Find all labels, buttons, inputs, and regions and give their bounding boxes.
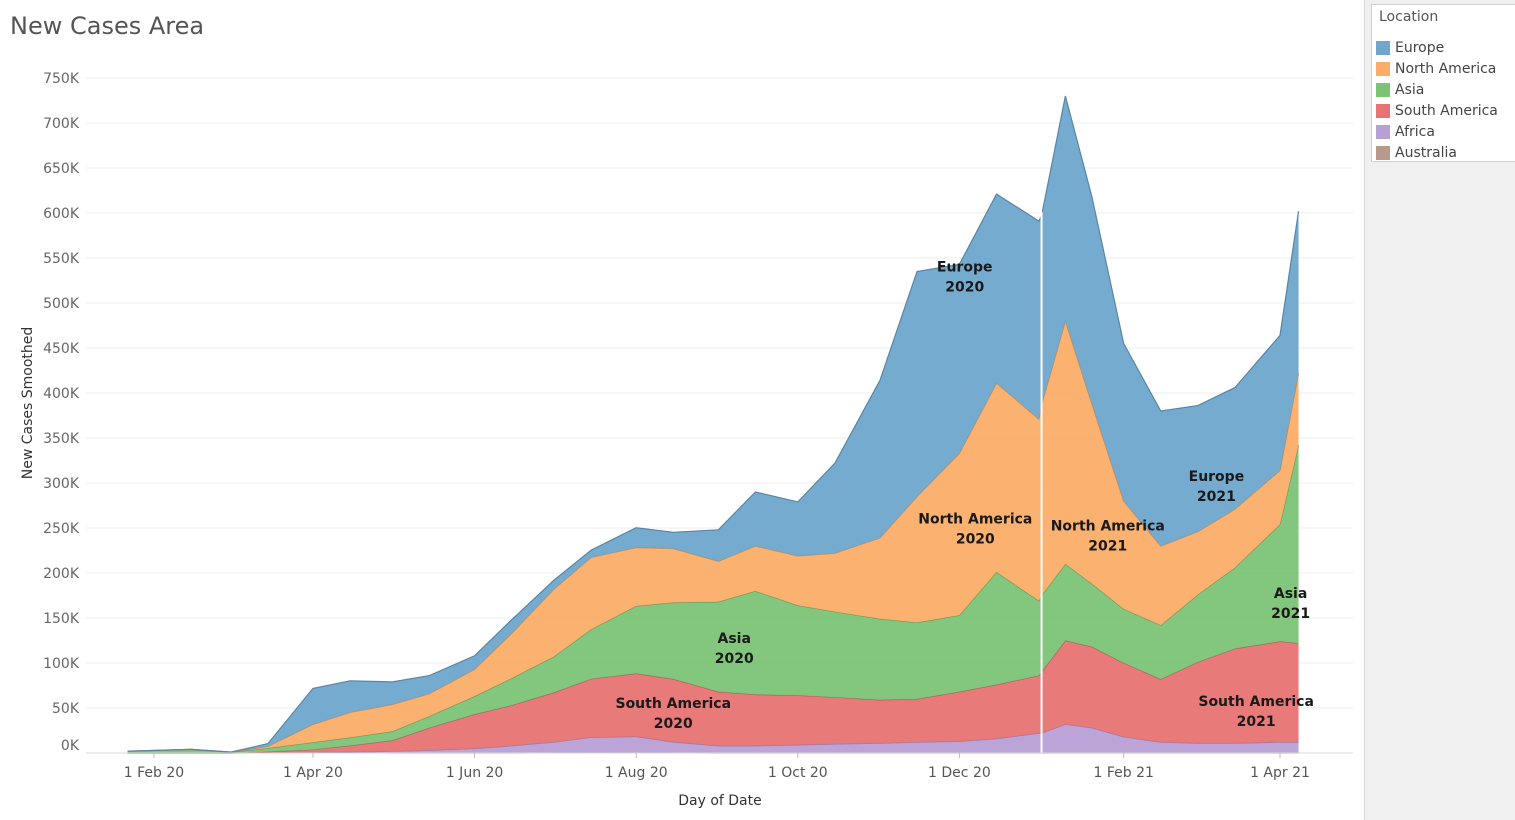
- y-tick-label: 100K: [43, 656, 80, 672]
- legend-swatch: [1376, 40, 1390, 55]
- y-tick-label: 0K: [61, 738, 80, 754]
- area-north-america: [127, 321, 1299, 753]
- legend-label: Australia: [1395, 144, 1457, 161]
- annotation-line: 2020: [715, 651, 754, 667]
- legend-swatch: [1376, 124, 1390, 139]
- y-tick-label: 50K: [52, 701, 80, 717]
- legend-item-south-america[interactable]: South America: [1376, 100, 1498, 121]
- annotation-line: Asia: [1274, 586, 1307, 602]
- x-tick-label: 1 Jun 20: [446, 765, 504, 781]
- area-annotation: Europe 2020: [937, 260, 993, 296]
- y-tick-label: 500K: [43, 296, 80, 312]
- x-axis-title: Day of Date: [678, 793, 762, 809]
- y-tick-label: 700K: [43, 116, 80, 132]
- annotation-line: Europe: [1189, 469, 1245, 485]
- legend-item-europe[interactable]: Europe: [1376, 37, 1498, 58]
- area-annotation: Asia 2021: [1271, 586, 1310, 622]
- annotation-line: Europe: [937, 260, 993, 276]
- legend-swatch: [1376, 103, 1390, 118]
- legend-item-australia[interactable]: Australia: [1376, 142, 1498, 163]
- area-africa: [127, 724, 1299, 753]
- chart-title: New Cases Area: [10, 12, 205, 40]
- annotation-line: North America: [1051, 519, 1165, 535]
- y-tick-label: 550K: [43, 251, 80, 267]
- area-asia: [127, 445, 1299, 753]
- legend: Location Europe North America Asia South Am…: [1371, 4, 1515, 162]
- area-annotation: South America 2020: [615, 696, 731, 732]
- y-tick-label: 450K: [43, 341, 80, 357]
- y-tick-label: 750K: [43, 71, 80, 87]
- y-tick-label: 400K: [43, 386, 80, 402]
- legend-item-asia[interactable]: Asia: [1376, 79, 1498, 100]
- y-tick-label: 350K: [43, 431, 80, 447]
- legend-items: Europe North America Asia South America Afri…: [1376, 37, 1498, 163]
- area-europe: [127, 96, 1299, 753]
- annotation-line: North America: [918, 512, 1032, 528]
- area-annotation: Asia 2020: [715, 631, 754, 667]
- x-tick-label: 1 Apr 20: [283, 765, 343, 781]
- legend-item-africa[interactable]: Africa: [1376, 121, 1498, 142]
- legend-swatch: [1376, 82, 1390, 97]
- annotation-line: South America: [1198, 694, 1314, 710]
- legend-label: South America: [1395, 102, 1498, 119]
- legend-label: Africa: [1395, 123, 1435, 140]
- x-tick-label: 1 Feb 20: [124, 765, 184, 781]
- y-tick-label: 600K: [43, 206, 80, 222]
- area-chart: 0K 50K 100K 150K 200K 250K 300K 350K 400K 450K 500…: [20, 71, 1353, 809]
- annotation-line: 2021: [1271, 606, 1310, 622]
- area-annotation: North America 2021: [1051, 519, 1165, 555]
- legend-label: North America: [1395, 60, 1497, 77]
- x-tick-label: 1 Apr 21: [1250, 765, 1310, 781]
- annotation-line: 2020: [956, 532, 995, 548]
- legend-swatch: [1376, 145, 1390, 160]
- area-annotation: Europe 2021: [1189, 469, 1245, 505]
- legend-swatch: [1376, 61, 1390, 76]
- legend-item-north-america[interactable]: North America: [1376, 58, 1498, 79]
- y-tick-label: 300K: [43, 476, 80, 492]
- y-tick-label: 250K: [43, 521, 80, 537]
- area-annotation: North America 2020: [918, 512, 1032, 548]
- annotation-line: 2020: [945, 280, 984, 296]
- annotation-line: 2021: [1088, 539, 1127, 555]
- x-tick-label: 1 Aug 20: [605, 765, 668, 781]
- annotation-line: 2021: [1237, 714, 1276, 730]
- legend-label: Asia: [1395, 81, 1425, 98]
- annotation-line: 2021: [1197, 489, 1236, 505]
- area-annotation: South America 2021: [1198, 694, 1314, 730]
- area-edge-europe: [127, 95, 1300, 753]
- y-axis-title: New Cases Smoothed: [20, 327, 36, 480]
- area-south-america: [127, 640, 1299, 753]
- annotation-line: South America: [615, 696, 731, 712]
- legend-title: Location: [1379, 9, 1439, 25]
- x-tick-label: 1 Feb 21: [1093, 765, 1153, 781]
- annotation-line: Asia: [718, 631, 751, 647]
- x-tick-label: 1 Dec 20: [928, 765, 991, 781]
- y-tick-label: 650K: [43, 161, 80, 177]
- legend-label: Europe: [1395, 39, 1445, 56]
- annotation-line: 2020: [654, 716, 693, 732]
- y-tick-label: 150K: [43, 611, 80, 627]
- y-tick-label: 200K: [43, 566, 80, 582]
- x-tick-label: 1 Oct 20: [768, 765, 828, 781]
